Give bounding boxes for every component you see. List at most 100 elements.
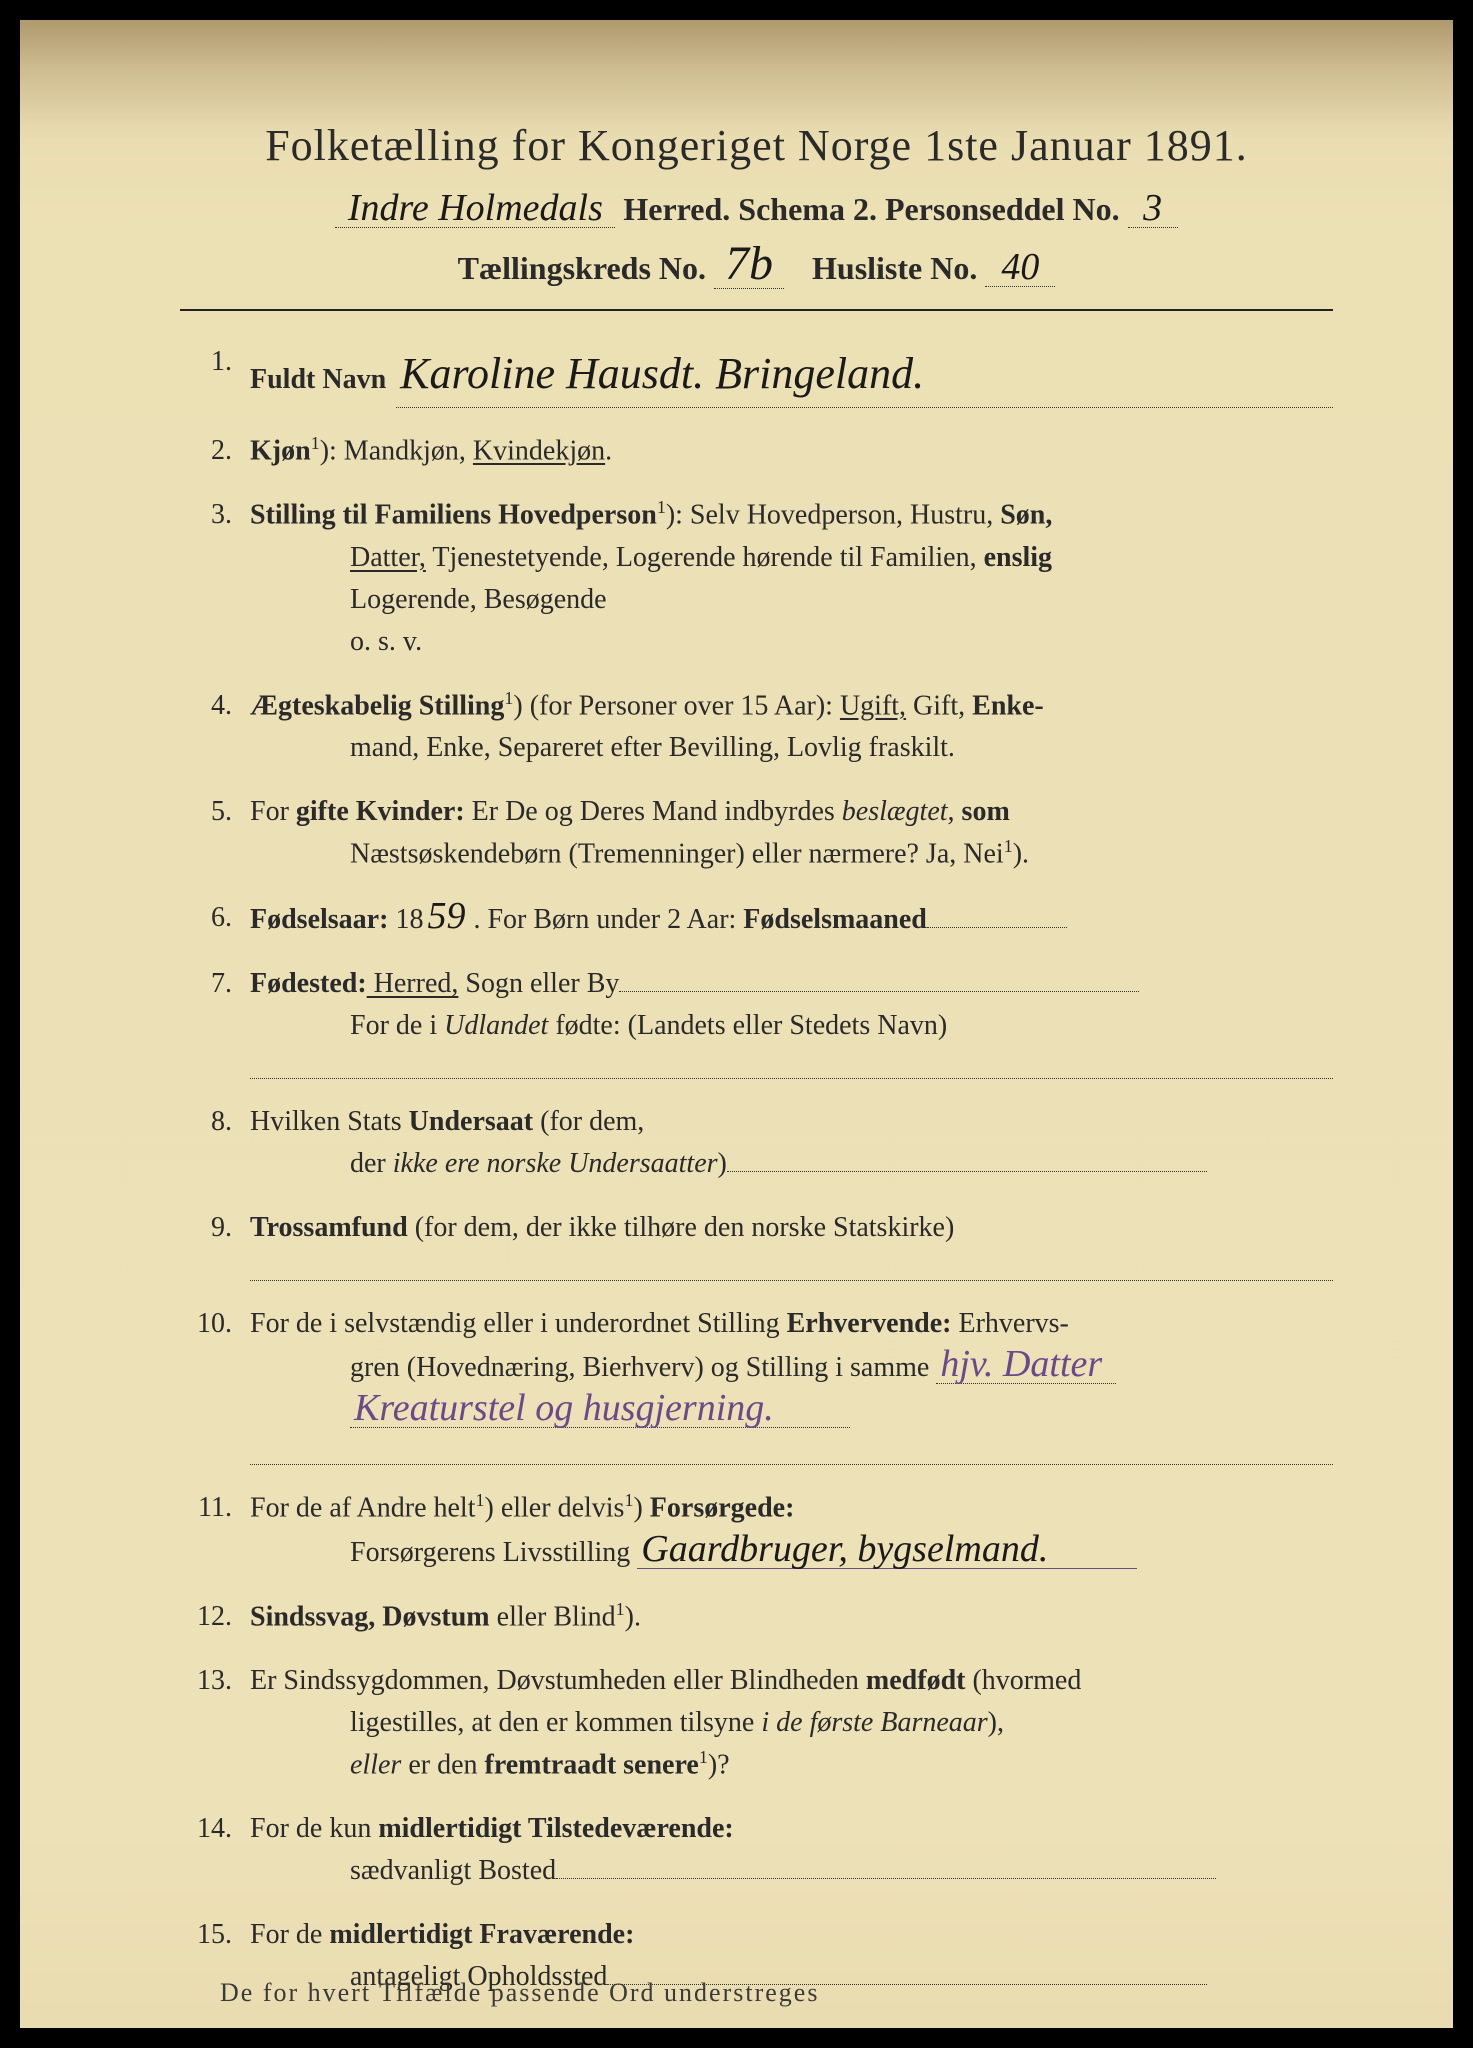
entry-num: 13. [190, 1660, 250, 1786]
text: ). [625, 1601, 641, 1632]
husliste-no: 40 [985, 248, 1055, 287]
form-header: Folketælling for Kongeriget Norge 1ste J… [180, 120, 1333, 289]
text: Erhvervs- [951, 1308, 1068, 1339]
entry-num: 12. [190, 1596, 250, 1638]
entry-num: 9. [190, 1207, 250, 1281]
text: (hvormed [965, 1665, 1081, 1696]
text-italic: beslægtet, [842, 796, 955, 827]
entry-1: 1. Fuldt Navn Karoline Hausdt. Bringelan… [190, 341, 1333, 408]
text: ) eller delvis [485, 1493, 625, 1524]
indent-line: gren (Hovednæring, Bierhverv) og Stillin… [250, 1345, 1333, 1389]
field-label: Ægteskabelig Stilling [250, 690, 504, 721]
entry-5: 5. For gifte Kvinder: Er De og Deres Man… [190, 791, 1333, 875]
entry-4: 4. Ægteskabelig Stilling1) (for Personer… [190, 685, 1333, 769]
indent-line: Kreaturstel og husgjerning. [250, 1389, 1333, 1433]
entry-num: 7. [190, 963, 250, 1079]
entry-body: For de af Andre helt1) eller delvis1) Fo… [250, 1487, 1333, 1573]
indent-line: mand, Enke, Separeret efter Bevilling, L… [250, 727, 1333, 769]
entry-num: 11. [190, 1487, 250, 1573]
text: Sogn eller By [458, 968, 619, 999]
entry-body: For de kun midlertidigt Tilstedeværende:… [250, 1808, 1333, 1892]
entry-body: Sindssvag, Døvstum eller Blind1). [250, 1596, 1333, 1638]
indent-line: Næstsøskendebørn (Tremenninger) eller næ… [250, 833, 1333, 875]
indent-line: Forsørgerens Livsstilling Gaardbruger, b… [250, 1530, 1333, 1574]
field-label: Fuldt Navn [250, 359, 386, 401]
footnote-ref: 1 [311, 433, 320, 453]
entry-8: 8. Hvilken Stats Undersaat (for dem, der… [190, 1101, 1333, 1185]
field-label: Erhvervende: [787, 1308, 952, 1339]
entry-11: 11. For de af Andre helt1) eller delvis1… [190, 1487, 1333, 1573]
entry-body: For gifte Kvinder: Er De og Deres Mand i… [250, 791, 1333, 875]
paper-staining [20, 20, 1453, 140]
indent-line: For de i Udlandet fødte: (Landets eller … [250, 1005, 1333, 1047]
text: ). [1013, 838, 1029, 869]
dotted-blank-line [250, 1055, 1333, 1079]
entry-num: 6. [190, 897, 250, 941]
text: 18 [388, 904, 423, 935]
field-label: Sindssvag, Døvstum [250, 1601, 490, 1632]
dotted-blank-line [250, 1441, 1333, 1465]
occupation-value-2: Kreaturstel og husgjerning. [350, 1389, 850, 1428]
entry-num: 5. [190, 791, 250, 875]
field-label: Undersaat [409, 1106, 533, 1137]
text: Næstsøskendebørn (Tremenninger) eller næ… [350, 838, 1004, 869]
dotted-blank [727, 1171, 1207, 1172]
entry-num: 4. [190, 685, 250, 769]
text: er den [401, 1749, 484, 1780]
personseddel-no: 3 [1128, 189, 1178, 228]
indent-line: sædvanligt Bosted [250, 1850, 1333, 1892]
footnote-ref: 1 [476, 1490, 485, 1510]
text-italic: eller [350, 1749, 401, 1780]
field-label: midlertidigt Tilstedeværende: [378, 1813, 733, 1844]
entry-6: 6. Fødselsaar: 1859. For Børn under 2 Aa… [190, 897, 1333, 941]
entry-num: 14. [190, 1808, 250, 1892]
footer-cutoff-text: De for hvert Tilfælde passende Ord under… [220, 1978, 819, 2008]
entry-body: Er Sindssygdommen, Døvstumheden eller Bl… [250, 1660, 1333, 1786]
text: fødte: (Landets eller Stedets Navn) [548, 1010, 947, 1041]
entry-num: 3. [190, 494, 250, 662]
entry-body: Kjøn1): Mandkjøn, Kvindekjøn. [250, 430, 1333, 472]
entry-7: 7. Fødested: Herred, Sogn eller By For d… [190, 963, 1333, 1079]
indent-line: Logerende, Besøgende [250, 579, 1333, 621]
entry-10: 10. For de i selvstændig eller i underor… [190, 1303, 1333, 1465]
census-form-page: Folketælling for Kongeriget Norge 1ste J… [20, 20, 1453, 2028]
field-label: gifte Kvinder: [296, 796, 465, 827]
indent-line: ligestilles, at den er kommen tilsyne i … [250, 1702, 1333, 1744]
text: Tjenestetyende, Logerende hørende til Fa… [426, 542, 984, 573]
text: For de [250, 1919, 329, 1950]
taellingskreds-label: Tællingskreds No. [458, 250, 706, 287]
entry-body: Stilling til Familiens Hovedperson1): Se… [250, 494, 1333, 662]
entry-num: 8. [190, 1101, 250, 1185]
entry-12: 12. Sindssvag, Døvstum eller Blind1). [190, 1596, 1333, 1638]
entry-body: Ægteskabelig Stilling1) (for Personer ov… [250, 685, 1333, 769]
text: ligestilles, at den er kommen tilsyne [350, 1707, 761, 1738]
entry-14: 14. For de kun midlertidigt Tilstedevære… [190, 1808, 1333, 1892]
field-label: Trossamfund [250, 1212, 408, 1243]
text-bold: Enke- [972, 690, 1044, 721]
field-label: Fødselsmaaned [743, 904, 927, 935]
field-label: Stilling til Familiens Hovedperson [250, 500, 657, 531]
field-label: fremtraadt senere [485, 1749, 699, 1780]
entry-body: Trossamfund (for dem, der ikke tilhøre d… [250, 1207, 1333, 1281]
birth-year-value: 59 [423, 897, 473, 935]
text: gren (Hovednæring, Bierhverv) og Stillin… [350, 1352, 929, 1383]
text: Gift, [906, 690, 972, 721]
text: For [250, 796, 296, 827]
entry-body: Fødested: Herred, Sogn eller By For de i… [250, 963, 1333, 1079]
occupation-value-1: hjv. Datter [936, 1345, 1116, 1384]
footnote-ref: 1 [616, 1599, 625, 1619]
entry-num: 10. [190, 1303, 250, 1465]
footnote-ref: 1 [657, 497, 666, 517]
entry-body: Fuldt Navn Karoline Hausdt. Bringeland. [250, 341, 1333, 408]
selected-option: Kvindekjøn [473, 435, 605, 466]
indent-line: o. s. v. [250, 621, 1333, 663]
text: ): Mandkjøn, [320, 435, 473, 466]
selected-option: Ugift, [840, 690, 906, 721]
footnote-ref: 1 [699, 1747, 708, 1767]
indent-line: eller er den fremtraadt senere1)? [250, 1744, 1333, 1786]
text-italic: Udlandet [444, 1010, 548, 1041]
entry-9: 9. Trossamfund (for dem, der ikke tilhør… [190, 1207, 1333, 1281]
provider-value: Gaardbruger, bygselmand. [637, 1530, 1137, 1569]
text: (for dem, [533, 1106, 644, 1137]
selected-option: Datter, [350, 542, 426, 573]
